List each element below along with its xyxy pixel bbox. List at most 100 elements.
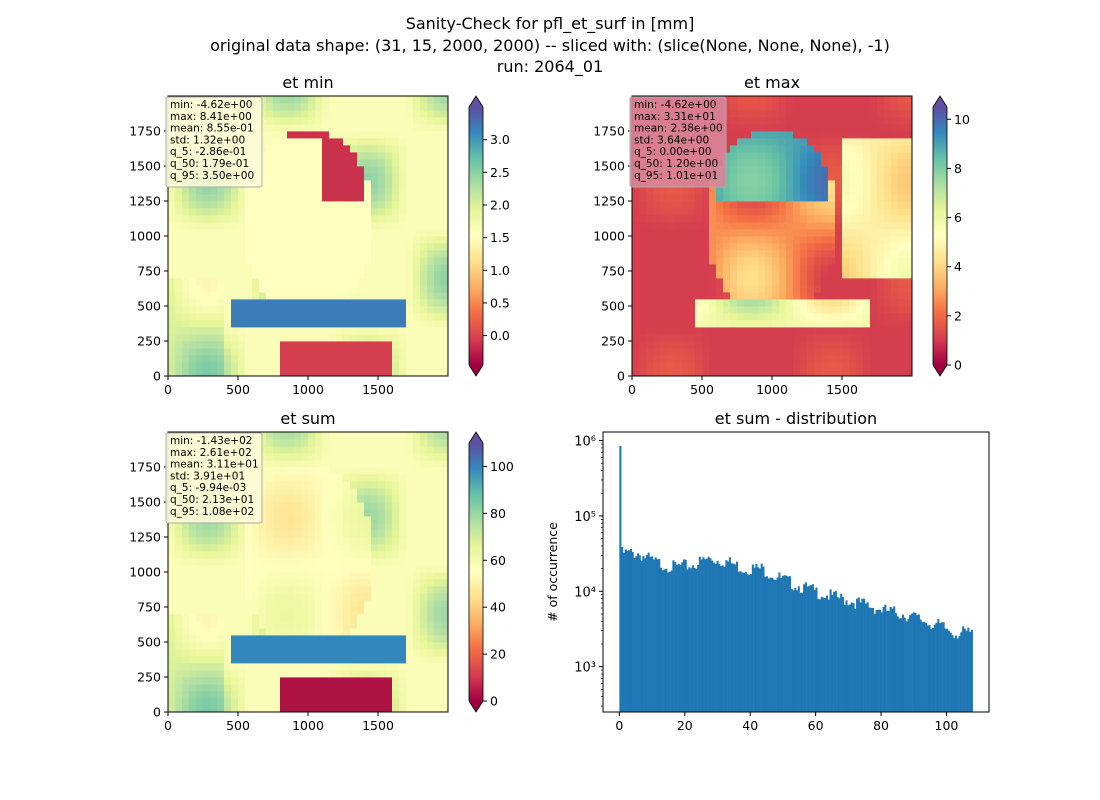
histogram-bar [873, 613, 876, 712]
histogram-bar [746, 574, 749, 712]
histogram-bar [642, 556, 645, 712]
colorbar-tick-label: 2 [954, 308, 962, 323]
histogram-bar [647, 552, 650, 712]
histogram-bar [635, 556, 638, 712]
histogram-bar [783, 575, 786, 712]
y-tick-label: 10⁴ [574, 585, 596, 600]
x-tick-label: 1000 [292, 718, 324, 733]
histogram-bar [951, 635, 954, 712]
histogram-bar [753, 567, 756, 712]
histogram-bar [848, 604, 852, 712]
x-tick-label: 500 [690, 382, 714, 397]
y-tick-label: 0 [153, 705, 161, 720]
histogram-bar [804, 582, 807, 712]
heatmap-panel-1: et min 0 500 1000 1500 0 250 500 750 1000 1250 1500… [129, 73, 510, 397]
histogram-bar [670, 570, 673, 712]
x-tick-label: 500 [226, 718, 250, 733]
figure-title-line-1: Sanity-Check for pfl_et_surf in [mm] [405, 14, 695, 33]
colorbar: 0 20 40 60 80 100 [468, 431, 514, 713]
histogram-bar [765, 576, 769, 712]
histogram-bar [871, 607, 875, 712]
histogram-bar [886, 611, 889, 712]
histogram-bar [690, 568, 693, 712]
y-tick-label: 1000 [129, 229, 161, 244]
heatmap-cells [168, 432, 449, 713]
colorbar-extend-max [469, 432, 483, 443]
y-tick-label: 1750 [129, 124, 161, 139]
colorbar-extend-max [469, 96, 483, 107]
stats-line: mean: 3.11e+01 [170, 459, 259, 471]
histogram-bar [919, 619, 922, 712]
panel-title: et max [744, 73, 800, 92]
figure-title-line-2: original data shape: (31, 15, 2000, 2000… [210, 36, 890, 55]
histogram-bar [854, 608, 857, 712]
histogram-bar [704, 559, 707, 712]
y-tick-label: 1500 [593, 159, 625, 174]
histogram-bar [939, 623, 942, 712]
histogram-bar [688, 567, 691, 712]
colorbar-extend-min [933, 365, 947, 376]
histogram-bar [794, 588, 797, 712]
histogram-bar [788, 576, 791, 712]
histogram-bar [820, 596, 823, 712]
histogram-bar [727, 561, 730, 712]
stats-line: std: 3.64e+00 [634, 134, 709, 146]
histogram-bar [879, 609, 882, 712]
histogram-bar [882, 607, 885, 712]
histogram-bar [916, 615, 919, 712]
histogram-bar [824, 598, 827, 712]
histogram-bar [652, 559, 655, 712]
histogram-bar [628, 550, 631, 712]
histogram-bar [930, 628, 933, 712]
colorbar-tick-label: 0 [490, 694, 498, 709]
histogram-bar [721, 565, 724, 712]
histogram-bar [718, 563, 721, 712]
histogram-bar [792, 590, 795, 712]
histogram-bar [866, 602, 869, 712]
y-tick-label: 250 [137, 334, 161, 349]
histogram-bar [912, 612, 915, 712]
stats-line: q_95: 1.01e+01 [634, 170, 718, 182]
histogram-bar [790, 588, 793, 712]
colorbar-extend-max [933, 96, 947, 107]
x-tick-label: 0 [615, 718, 623, 733]
x-tick-label: 1500 [362, 718, 394, 733]
histogram-bar [910, 613, 913, 712]
histogram-bar [917, 614, 920, 712]
x-tick-label: 500 [226, 382, 250, 397]
histogram-bar [681, 562, 684, 712]
histogram-bar [665, 568, 668, 712]
histogram-bar [801, 592, 804, 712]
histogram-bar [651, 556, 654, 712]
y-tick-label: 250 [601, 334, 625, 349]
histogram-bar [649, 556, 652, 712]
histogram-bar [921, 622, 924, 712]
histogram-bar [723, 566, 726, 712]
histogram-bar [622, 552, 625, 712]
colorbar-tick-label: 1.0 [490, 263, 510, 278]
histogram-bar [760, 563, 763, 712]
histogram-bar [682, 559, 686, 712]
histogram-bar [661, 570, 664, 712]
axes-frame [602, 431, 990, 713]
histogram-bar [659, 567, 663, 712]
histogram-bar [817, 598, 820, 712]
y-tick-label: 1000 [593, 229, 625, 244]
histogram-bar [843, 604, 846, 712]
histogram-bar [818, 599, 822, 712]
histogram-bar [924, 622, 928, 712]
histogram-bar [857, 597, 860, 712]
histogram-bar [631, 552, 634, 712]
histogram-bar [684, 559, 687, 712]
histogram-bar [697, 564, 700, 712]
histogram-bar [834, 590, 837, 712]
stats-line: std: 1.32e+00 [170, 134, 245, 146]
histogram-bar [932, 627, 935, 712]
stats-line: max: 3.31e+01 [634, 111, 716, 123]
histogram-bar [799, 592, 802, 712]
histogram-bar [901, 614, 905, 712]
histogram-bar [841, 596, 844, 712]
stats-line: q_95: 1.08e+02 [170, 506, 254, 518]
